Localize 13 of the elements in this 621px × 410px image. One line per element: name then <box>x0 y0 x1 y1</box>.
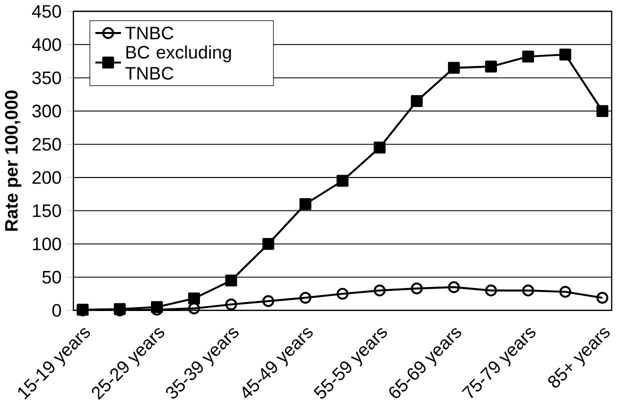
legend-label: BC excluding TNBC <box>125 45 231 80</box>
y-tick-label: 400 <box>32 38 61 51</box>
y-tick-label: 300 <box>32 104 61 118</box>
y-tick-label: 50 <box>42 270 61 284</box>
y-tick-label: 100 <box>33 237 61 250</box>
y-tick-label: 200 <box>32 171 61 184</box>
y-tick-label: 0 <box>52 304 61 317</box>
y-axis-title: Rate per 100,000 <box>5 90 22 231</box>
y-tick-label: 450 <box>32 4 61 18</box>
y-tick-label: 350 <box>32 71 61 84</box>
legend-label: TNBC <box>125 26 174 40</box>
y-tick-label: 150 <box>33 204 61 217</box>
y-tick-label: 250 <box>32 138 61 151</box>
